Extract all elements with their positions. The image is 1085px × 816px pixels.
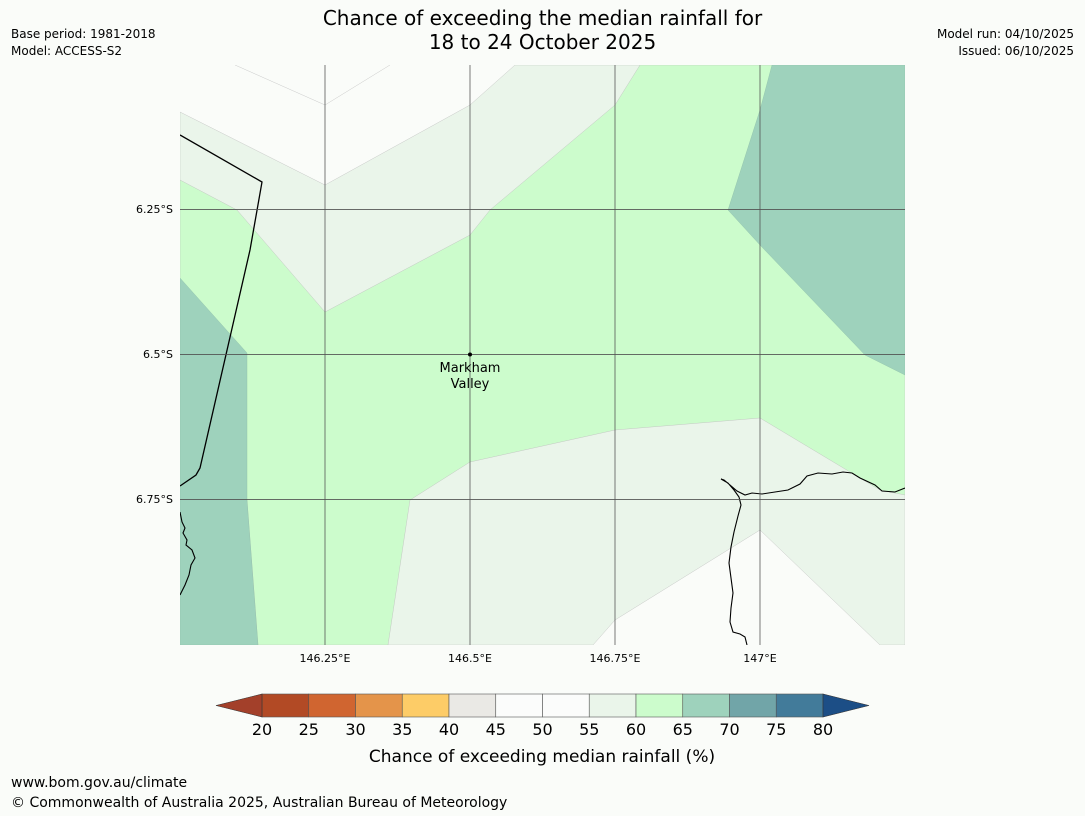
footer-url[interactable]: www.bom.gov.au/climate [11, 775, 188, 791]
colorbar-segment [588, 693, 637, 718]
colorbar-segment [542, 693, 590, 718]
lat-label: 6.5°S [143, 348, 173, 361]
colorbar-over-arrow [822, 693, 870, 718]
colorbar-segment [635, 693, 684, 718]
lat-label: 6.75°S [136, 493, 173, 506]
zone-65-70-percent-west [180, 277, 259, 645]
colorbar-segment [729, 693, 777, 718]
meta-left: Base period: 1981-2018 Model: ACCESS-S2 [11, 26, 156, 60]
colorbar-segments [261, 693, 824, 718]
border-line [180, 134, 263, 487]
rainfall-zones [180, 65, 905, 645]
colorbar-tick-label: 40 [439, 720, 459, 739]
colorbar-tick-label: 20 [252, 720, 272, 739]
location-marker [468, 352, 472, 357]
place-label-line-1: Markham [440, 361, 501, 376]
model-run: Model run: 04/10/2025 [936, 27, 1074, 41]
colorbar-tick-label: 80 [813, 720, 833, 739]
colorbar-label: Chance of exceeding median rainfall (%) [369, 747, 715, 767]
title-line-2: 18 to 24 October 2025 [428, 30, 657, 54]
colorbar-tick-label: 55 [579, 720, 599, 739]
lon-label: 146.75°E [590, 652, 641, 665]
colorbar-under-arrow [215, 693, 263, 718]
colorbar-segment [448, 693, 497, 718]
coastline-west [180, 511, 196, 596]
zone-65-70-percent-east [727, 65, 905, 376]
colorbar-segment [682, 693, 730, 718]
colorbar-segment [495, 693, 543, 718]
colorbar-segment [401, 693, 450, 718]
colorbar-tick-label: 30 [345, 720, 365, 739]
map-title: Chance of exceeding the median rainfall … [0, 6, 1085, 54]
lon-label: 146.5°E [448, 652, 492, 665]
base-period: Base period: 1981-2018 [11, 27, 156, 41]
issued-date: Issued: 06/10/2025 [958, 44, 1074, 58]
colorbar-tick-label: 45 [486, 720, 506, 739]
colorbar-tick-label: 50 [532, 720, 552, 739]
model-name: Model: ACCESS-S2 [11, 44, 123, 58]
colorbar-segment [355, 693, 403, 718]
colorbar-tick-label: 70 [719, 720, 739, 739]
colorbar-ticks: 20 25 30 35 40 45 50 55 60 65 70 75 80 [252, 720, 833, 739]
colorbar-tick-label: 65 [673, 720, 693, 739]
colorbar-tick-label: 60 [626, 720, 646, 739]
footer-copyright: © Commonwealth of Australia 2025, Austra… [11, 795, 508, 811]
colorbar-tick-label: 25 [299, 720, 319, 739]
meta-right: Model run: 04/10/2025 Issued: 06/10/2025 [937, 26, 1074, 60]
lat-label: 6.25°S [136, 203, 173, 216]
colorbar-tick-label: 75 [766, 720, 786, 739]
colorbar-tick-label: 35 [392, 720, 412, 739]
lon-label: 146.25°E [300, 652, 351, 665]
colorbar-segment [775, 693, 824, 718]
colorbar-segment [261, 693, 310, 718]
graticule [180, 65, 905, 645]
place-label-line-2: Valley [451, 377, 490, 392]
title-line-1: Chance of exceeding the median rainfall … [322, 6, 763, 30]
colorbar-segment [308, 693, 356, 718]
coastline-east [720, 471, 905, 645]
lon-label: 147°E [743, 652, 776, 665]
